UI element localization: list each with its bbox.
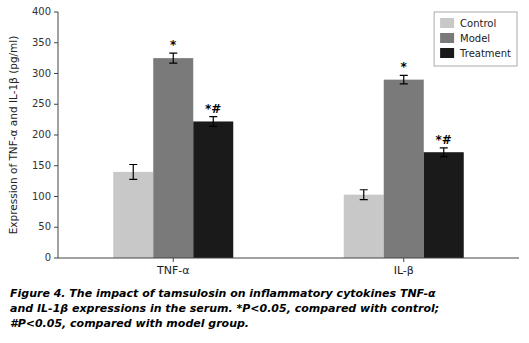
y-tick-label: 200 xyxy=(32,129,51,140)
y-axis-label: Expression of TNF-α and IL-1β (pg/ml) xyxy=(7,36,19,235)
bar xyxy=(344,195,384,258)
y-tick-label: 100 xyxy=(32,191,51,202)
legend: Control Model Treatment xyxy=(434,12,517,66)
y-tick-label: 350 xyxy=(32,37,51,48)
y-tick xyxy=(54,104,58,105)
y-tick xyxy=(54,227,58,228)
caption: Figure 4. The impact of tamsulosin on in… xyxy=(10,287,439,330)
x-tick xyxy=(403,258,404,262)
bars xyxy=(113,58,464,258)
y-tick-label: 400 xyxy=(32,6,51,17)
y-tick xyxy=(54,135,58,136)
x-axis-line xyxy=(58,258,519,259)
y-tick xyxy=(54,73,58,74)
caption-line: #P<0.05, compared with model group. xyxy=(10,317,249,330)
y-tick-label: 0 xyxy=(45,252,51,263)
legend-label: Control xyxy=(460,18,496,29)
y-tick xyxy=(54,165,58,166)
error-bar xyxy=(129,165,137,180)
bar xyxy=(193,121,233,258)
y-tick-label: 50 xyxy=(38,221,51,232)
legend-label: Model xyxy=(460,33,490,44)
annotation: * xyxy=(170,38,177,52)
caption-line: and IL-1β expressions in the serum. *P<0… xyxy=(10,302,439,315)
bar xyxy=(384,80,424,258)
legend-swatch xyxy=(440,48,454,58)
y-tick-label: 250 xyxy=(32,98,51,109)
x-tick-label: TNF-α xyxy=(156,264,190,277)
annotation: * xyxy=(401,60,408,74)
legend-swatch xyxy=(440,18,454,28)
caption-line: Figure 4. The impact of tamsulosin on in… xyxy=(10,287,436,300)
y-tick-label: 150 xyxy=(32,160,51,171)
bar xyxy=(113,172,153,258)
error-bar xyxy=(209,117,217,127)
error-bars xyxy=(129,53,448,199)
legend-box xyxy=(434,12,517,66)
chart-container: 0 50 100 150 200 250 300 350 400 Expression of TN… xyxy=(0,0,529,343)
y-tick-label: 300 xyxy=(32,68,51,79)
bar xyxy=(424,152,464,258)
chart-svg: 0 50 100 150 200 250 300 350 400 Expression of TN… xyxy=(0,0,529,343)
y-tick xyxy=(54,12,58,13)
error-bar xyxy=(440,148,448,157)
x-tick-label: IL-β xyxy=(394,264,414,277)
annotations: * * *# *# xyxy=(170,38,452,147)
y-tick xyxy=(54,258,58,259)
y-tick xyxy=(54,196,58,197)
annotation: *# xyxy=(436,133,452,147)
error-bar xyxy=(360,190,368,200)
y-axis-line xyxy=(58,12,59,258)
legend-swatch xyxy=(440,33,454,43)
x-axis: TNF-α IL-β xyxy=(58,258,519,277)
error-bar xyxy=(400,75,408,84)
bar xyxy=(153,58,193,258)
error-bar xyxy=(169,53,177,63)
legend-label: Treatment xyxy=(459,48,511,59)
annotation: *# xyxy=(205,102,221,116)
x-tick xyxy=(173,258,174,262)
y-tick xyxy=(54,42,58,43)
y-axis: 0 50 100 150 200 250 300 350 400 xyxy=(32,6,58,263)
